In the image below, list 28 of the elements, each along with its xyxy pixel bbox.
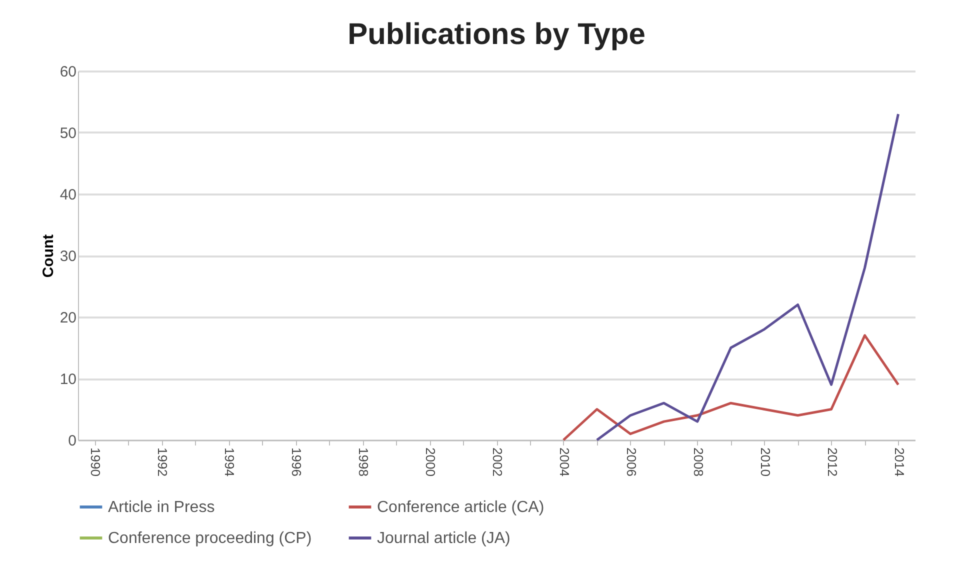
x-tick-label: 2006	[624, 448, 639, 476]
x-tick-label: 2000	[423, 448, 438, 476]
y-tick-label: 0	[68, 432, 76, 450]
y-tick-label: 20	[60, 310, 76, 326]
legend-label: Conference proceeding (CP)	[108, 530, 312, 547]
legend-label: Journal article (JA)	[377, 530, 510, 547]
line-series	[596, 112, 900, 442]
x-tick-label: 1996	[289, 448, 304, 476]
legend-label: Conference article (CA)	[377, 499, 544, 516]
x-tick-label: 2012	[824, 448, 840, 476]
y-tick-label: 30	[60, 248, 76, 265]
x-tick-label: 2002	[490, 448, 505, 476]
y-tick-label: 60	[60, 64, 76, 80]
legend-label: Article in Press	[108, 499, 215, 516]
x-tick-label: 2004	[556, 448, 572, 476]
x-tick-label: 1994	[222, 448, 238, 476]
chart-title: Publications by Type	[348, 18, 646, 51]
y-tick-label: 50	[60, 125, 76, 142]
x-tick-label: 1992	[155, 448, 170, 476]
y-axis-title: Count	[40, 234, 57, 278]
x-tick-label: 2008	[690, 448, 706, 476]
line-series	[562, 334, 900, 442]
x-tick-label: 1998	[356, 448, 372, 476]
x-tick-label: 1990	[88, 448, 104, 476]
y-tick-label: 10	[60, 371, 76, 388]
y-tick-label: 40	[60, 186, 76, 204]
x-tick-label: 2014	[892, 448, 907, 476]
x-tick-label: 2010	[758, 448, 773, 476]
